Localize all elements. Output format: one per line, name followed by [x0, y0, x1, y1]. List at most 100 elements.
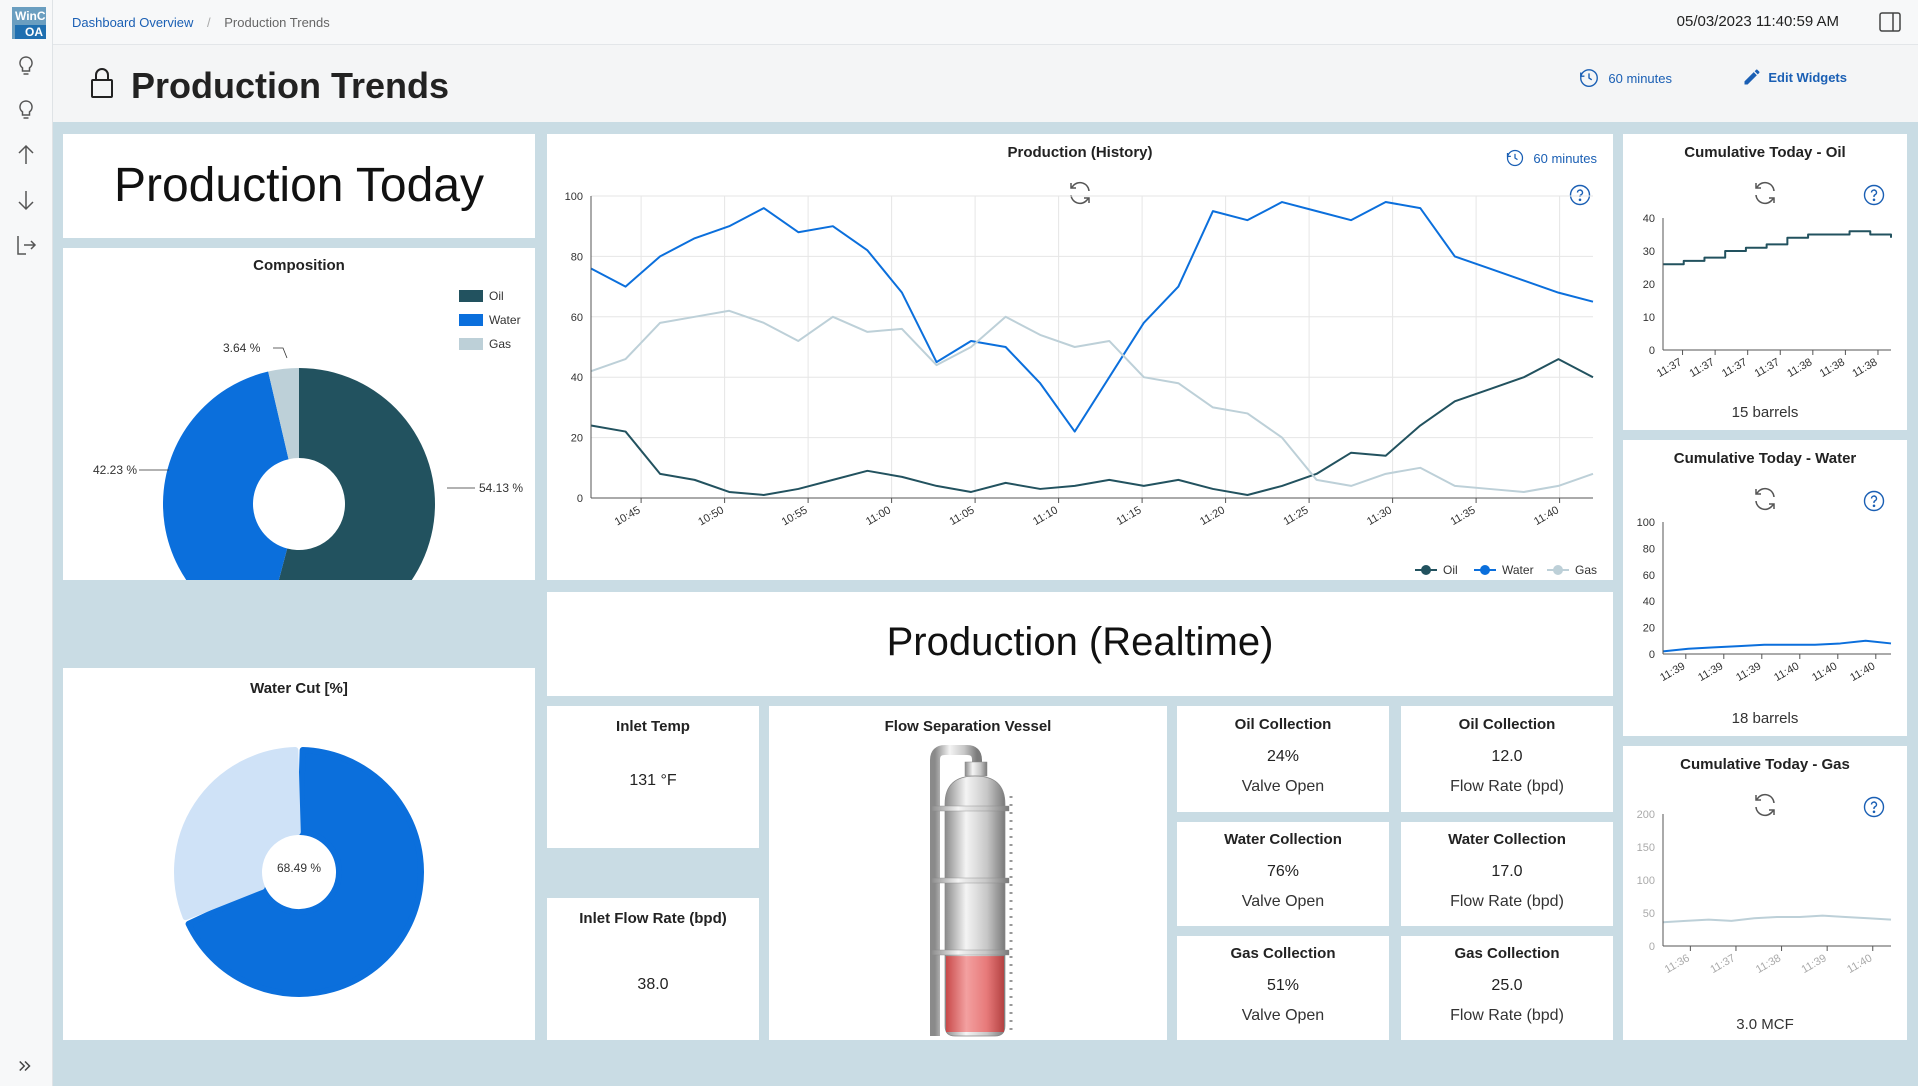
help-icon[interactable]	[1863, 796, 1885, 818]
legend-label-gas: Gas	[1575, 563, 1597, 577]
app-logo: WinC OA	[12, 7, 46, 39]
x-tick-label: 11:39	[1734, 660, 1763, 684]
oil-valve-title: Oil Collection	[1234, 716, 1332, 733]
x-tick-label: 11:38	[1850, 356, 1879, 380]
oil-valve-value: 24%	[1266, 748, 1300, 765]
cumulative-water-card: Cumulative Today - Water 0 20 40 60 80 100 11:…	[1623, 440, 1907, 736]
gas-valve-card: Gas Collection 51% Valve Open	[1177, 936, 1389, 1040]
logout-icon[interactable]	[14, 233, 38, 257]
y-tick-label: 20	[1643, 279, 1655, 291]
history-clock-icon	[1507, 149, 1524, 167]
composition-chart: Oil Water Gas 54.13 % 42.23 % 3.64 %	[93, 289, 523, 580]
lock-icon[interactable]	[89, 67, 115, 99]
y-tick-label: 20	[1643, 623, 1655, 635]
x-tick-label: 11:38	[1818, 356, 1847, 380]
y-tick-label: 10	[1643, 312, 1655, 324]
refresh-icon[interactable]	[1750, 178, 1780, 208]
arrow-down-icon[interactable]	[14, 188, 38, 212]
y-tick-label: 50	[1643, 908, 1655, 920]
cumulative-gas-title: Cumulative Today - Gas	[1680, 756, 1850, 773]
water-cut-chart: 68.49 %	[174, 747, 424, 997]
legend-label-oil: Oil	[489, 289, 504, 303]
y-tick-label: 100	[1637, 517, 1655, 529]
water-cut-slice-remainder[interactable]	[174, 747, 301, 921]
water-cut-slice-water[interactable]	[185, 747, 424, 997]
water-valve-value: 76%	[1266, 863, 1300, 880]
flow-separation-vessel-card: Flow Separation Vessel	[769, 706, 1167, 1040]
series-line-gas[interactable]	[590, 309, 1594, 493]
x-tick-label: 11:30	[1365, 504, 1394, 528]
time-range-label: 60 minutes	[1608, 70, 1672, 86]
y-tick-label: 0	[577, 493, 583, 505]
cumulative-water-title: Cumulative Today - Water	[1673, 450, 1857, 467]
refresh-icon[interactable]	[1750, 790, 1780, 820]
slice-label-gas: 3.64 %	[223, 341, 261, 355]
inlet-flow-value: 38.0	[637, 976, 669, 993]
logo-text-secondary: OA	[15, 25, 46, 39]
edit-widgets-button[interactable]: Edit Widgets	[1742, 67, 1847, 87]
water-flow-label: Flow Rate (bpd)	[1450, 893, 1564, 910]
legend-label-gas: Gas	[489, 337, 511, 351]
oil-flow-card: Oil Collection 12.0 Flow Rate (bpd)	[1401, 706, 1613, 812]
lightbulb-outline-icon[interactable]	[14, 98, 38, 122]
x-tick-label: 11:40	[1532, 504, 1561, 528]
inlet-temp-title: Inlet Temp	[616, 718, 690, 735]
x-tick-label: 11:15	[1114, 504, 1143, 528]
series-line-oil[interactable]	[590, 358, 1594, 496]
page-title: Production Trends	[131, 65, 450, 106]
legend-marker-water	[1480, 565, 1490, 575]
production-today-card: Production Today	[63, 134, 535, 238]
composition-slice-oil[interactable]	[264, 368, 435, 580]
series-line-value[interactable]	[1662, 914, 1892, 924]
y-tick-label: 20	[571, 433, 583, 445]
water-valve-card: Water Collection 76% Valve Open	[1177, 822, 1389, 926]
x-tick-label: 11:40	[1810, 660, 1839, 684]
time-range-button[interactable]: 60 minutes	[1578, 67, 1672, 89]
cumulative-gas-chart: 0 50 100 150 200 11:36 11:37 11:38 11:39 11:40	[1637, 809, 1892, 976]
production-realtime-card: Production (Realtime)	[547, 592, 1613, 696]
history-range-button[interactable]: 60 minutes	[1505, 148, 1597, 168]
y-tick-label: 80	[1643, 543, 1655, 555]
gas-flow-value: 25.0	[1491, 977, 1523, 994]
y-tick-label: 60	[571, 312, 583, 324]
help-icon[interactable]	[1863, 490, 1885, 512]
help-icon[interactable]	[1863, 184, 1885, 206]
breadcrumb-dashboard-overview[interactable]: Dashboard Overview	[72, 15, 194, 30]
oil-flow-label: Flow Rate (bpd)	[1450, 778, 1564, 795]
separation-vessel-diagram	[930, 745, 1013, 1037]
series-line-water[interactable]	[590, 201, 1594, 433]
legend-swatch-oil	[459, 290, 483, 302]
dashboard-grid: Production Today Composition Oil Water G…	[53, 122, 1918, 1086]
legend-marker-oil	[1421, 565, 1431, 575]
sidebar: WinC OA	[0, 0, 53, 1086]
y-tick-label: 0	[1649, 345, 1655, 357]
pencil-icon	[1744, 69, 1760, 85]
y-tick-label: 200	[1637, 809, 1655, 821]
logo-text: WinC	[15, 9, 46, 23]
composition-slice-water[interactable]	[163, 371, 289, 580]
series-line-value[interactable]	[1663, 230, 1892, 266]
lightbulb-icon[interactable]	[14, 54, 38, 78]
arrow-up-icon[interactable]	[14, 143, 38, 167]
cumulative-oil-total: 15 barrels	[1731, 404, 1799, 421]
gas-valve-value: 51%	[1266, 977, 1300, 994]
x-tick-label: 11:37	[1720, 356, 1749, 380]
x-tick-label: 11:38	[1785, 356, 1814, 380]
breadcrumb: Dashboard Overview / Production Trends	[72, 15, 330, 30]
legend-marker-gas	[1553, 565, 1563, 575]
expand-sidebar-icon[interactable]	[16, 1057, 34, 1075]
legend-swatch-water	[459, 314, 483, 326]
composition-legend: Oil Water Gas	[459, 289, 521, 351]
composition-slice-gas[interactable]	[268, 368, 299, 460]
refresh-icon[interactable]	[1065, 178, 1095, 208]
y-tick-label: 100	[565, 191, 583, 203]
refresh-icon[interactable]	[1750, 484, 1780, 514]
composition-card: Composition Oil Water Gas 54.13 % 42.23 …	[63, 248, 535, 580]
legend-swatch-gas	[459, 338, 483, 350]
y-tick-label: 0	[1649, 649, 1655, 661]
series-line-value[interactable]	[1662, 639, 1892, 653]
cumulative-water-total: 18 barrels	[1731, 710, 1799, 727]
side-panel-toggle-icon[interactable]	[1878, 11, 1902, 33]
history-range-label: 60 minutes	[1533, 150, 1597, 166]
